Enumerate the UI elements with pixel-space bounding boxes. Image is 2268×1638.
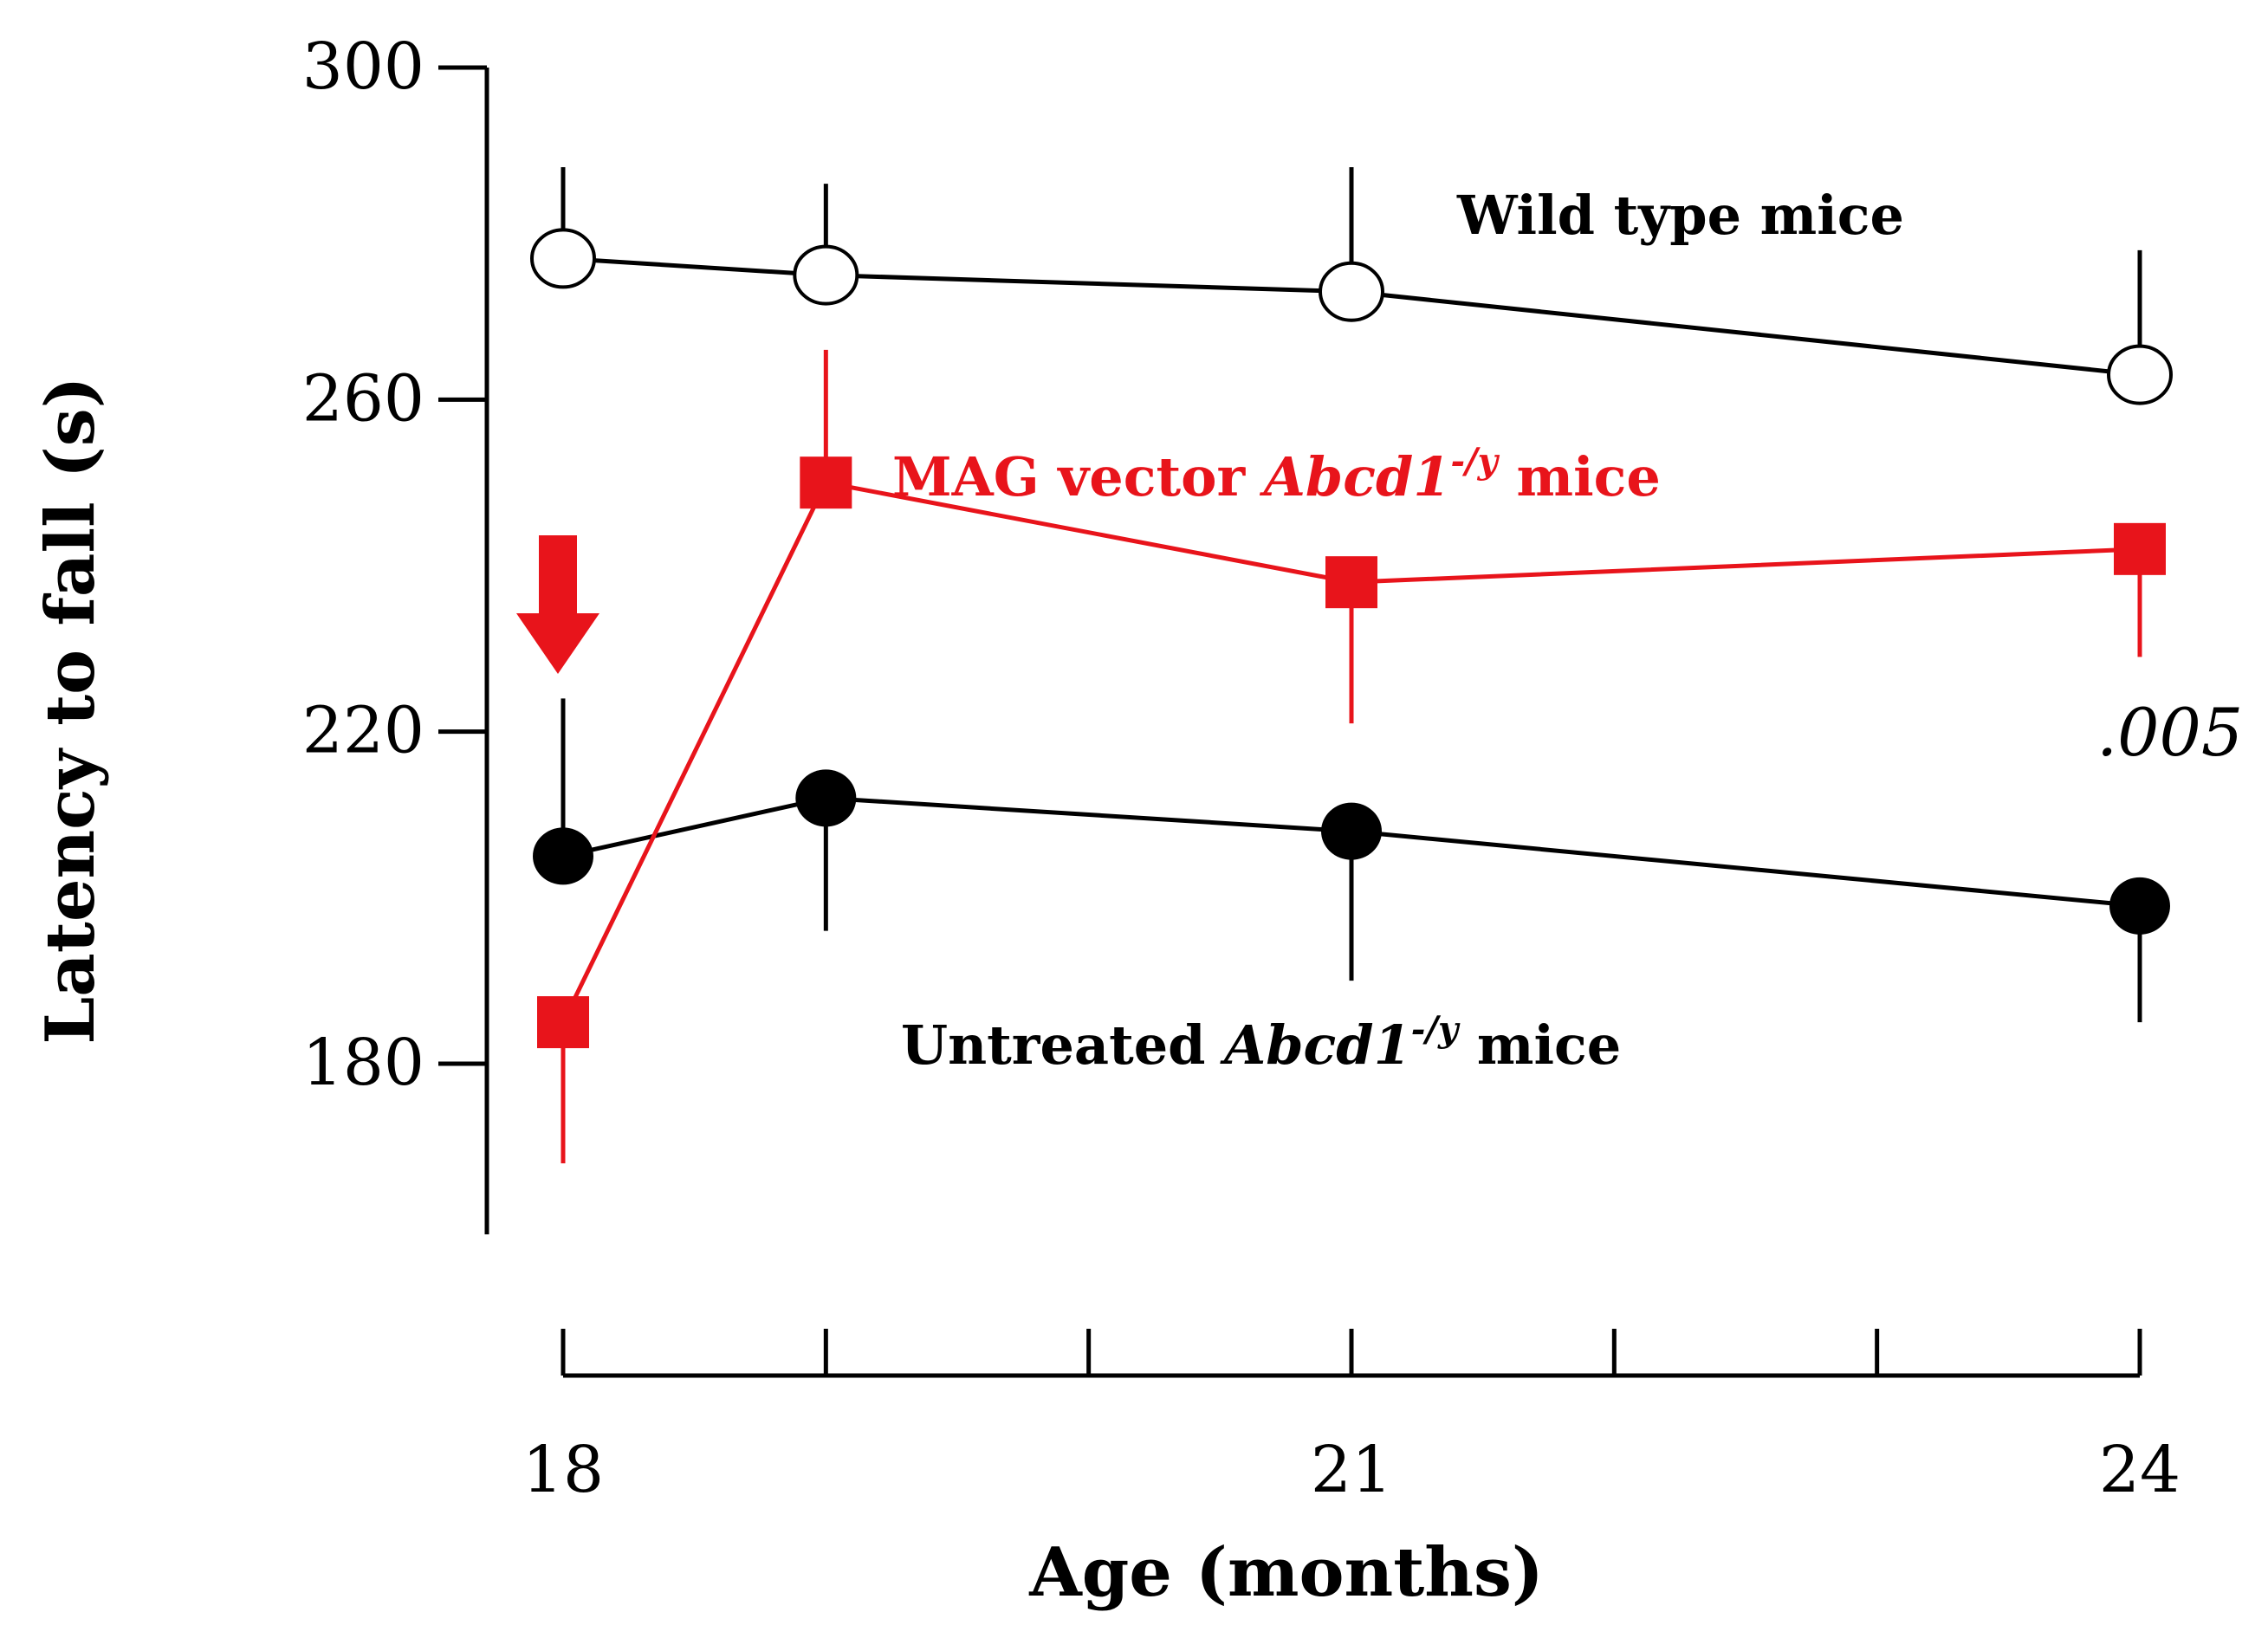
data-point — [537, 996, 589, 1049]
y-tick-label: 260 — [302, 361, 424, 436]
series-label-mag-vector-part: Abcd1 — [1260, 445, 1451, 508]
y-axis-title: Latency to fall (s) — [31, 376, 110, 1044]
series-label-untreated: Untreated Abcd1-/y mice — [901, 1009, 1621, 1077]
series-label-untreated-part: -/y — [1411, 1009, 1461, 1050]
series-label-untreated-part: Untreated — [901, 1013, 1224, 1077]
data-point — [793, 244, 859, 306]
data-point — [533, 827, 593, 885]
axes: 180 220 260 300 18 21 24 — [302, 29, 2181, 1507]
y-tick-label: 300 — [302, 29, 424, 104]
series-1 — [537, 349, 2166, 1163]
data-point — [1325, 556, 1377, 609]
data-point — [2114, 522, 2166, 575]
series-label-mag-vector-part: MAG vector — [892, 445, 1264, 508]
series-line — [562, 256, 2141, 378]
data-point — [1321, 802, 1382, 860]
data-point — [1319, 261, 1384, 322]
data-point — [530, 228, 596, 289]
p-value-annotation: .005 — [2096, 694, 2243, 771]
series-label-untreated-part: mice — [1458, 1013, 1621, 1077]
series-label-mag-vector: MAG vector Abcd1-/y mice — [892, 441, 1661, 508]
series-label-wild-type: Wild type mice — [1456, 184, 1904, 247]
series-line — [562, 795, 2141, 909]
series-label-untreated-part: Abcd1 — [1220, 1013, 1411, 1077]
series-0 — [530, 167, 2173, 405]
series-layer — [530, 167, 2173, 1163]
data-point — [2109, 877, 2170, 935]
labels: Age (months) Latency to fall (s) Wild type… — [31, 184, 2243, 1612]
series-label-mag-vector-part: mice — [1498, 445, 1661, 508]
series-label-mag-vector-part: -/y — [1450, 441, 1500, 482]
y-tick-label: 220 — [302, 694, 424, 768]
series-line — [561, 480, 2141, 1024]
treatment-arrow-icon — [516, 535, 599, 674]
x-axis-title: Age (months) — [1028, 1533, 1544, 1612]
data-point — [2107, 344, 2173, 405]
data-point — [795, 769, 857, 827]
x-tick-label: 24 — [2099, 1433, 2181, 1507]
data-point — [800, 456, 852, 509]
y-tick-label: 180 — [302, 1026, 424, 1100]
x-tick-label: 18 — [522, 1433, 604, 1507]
series-2 — [533, 698, 2170, 1023]
x-tick-label: 21 — [1311, 1433, 1392, 1507]
